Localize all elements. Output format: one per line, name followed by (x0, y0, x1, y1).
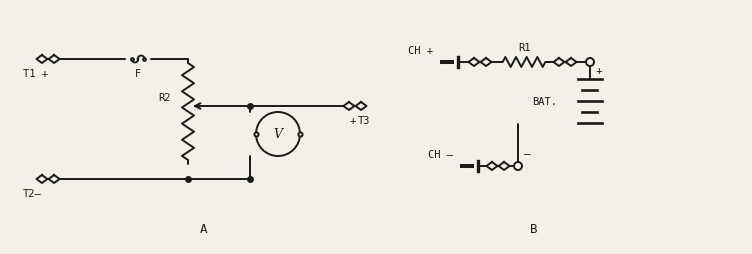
Text: +: + (596, 66, 603, 76)
Circle shape (586, 59, 594, 67)
Text: T2–: T2– (23, 188, 42, 198)
Text: CH –: CH – (428, 149, 453, 159)
Text: +: + (350, 116, 356, 125)
Text: V: V (274, 128, 283, 141)
Text: A: A (200, 222, 208, 235)
Text: CH +: CH + (408, 46, 433, 56)
Text: T3: T3 (358, 116, 371, 125)
Text: T1 +: T1 + (23, 69, 48, 79)
Text: –: – (524, 148, 531, 158)
Circle shape (514, 162, 522, 170)
Text: B: B (530, 222, 538, 235)
Text: F: F (135, 69, 141, 79)
Text: R1: R1 (518, 43, 530, 53)
Text: BAT.: BAT. (532, 97, 557, 107)
Text: R2: R2 (158, 93, 171, 103)
